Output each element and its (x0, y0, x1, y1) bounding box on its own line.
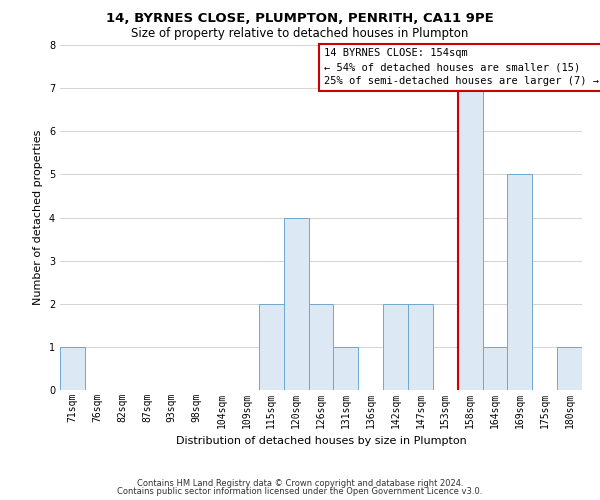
Bar (308, 304, 334, 390)
Text: 14, BYRNES CLOSE, PLUMPTON, PENRITH, CA11 9PE: 14, BYRNES CLOSE, PLUMPTON, PENRITH, CA1… (106, 12, 494, 26)
Bar (508, 174, 532, 390)
Text: Contains public sector information licensed under the Open Government Licence v3: Contains public sector information licen… (118, 487, 482, 496)
Bar (60, 347, 85, 390)
X-axis label: Distribution of detached houses by size in Plumpton: Distribution of detached houses by size … (176, 436, 466, 446)
Y-axis label: Number of detached properties: Number of detached properties (34, 130, 43, 305)
Bar (482, 347, 508, 390)
Bar (259, 304, 284, 390)
Bar (284, 218, 308, 390)
Text: Size of property relative to detached houses in Plumpton: Size of property relative to detached ho… (131, 28, 469, 40)
Text: Contains HM Land Registry data © Crown copyright and database right 2024.: Contains HM Land Registry data © Crown c… (137, 478, 463, 488)
Bar (458, 88, 482, 390)
Bar (334, 347, 358, 390)
Text: 14 BYRNES CLOSE: 154sqm
← 54% of detached houses are smaller (15)
25% of semi-de: 14 BYRNES CLOSE: 154sqm ← 54% of detache… (323, 48, 599, 86)
Bar (557, 347, 582, 390)
Bar (383, 304, 408, 390)
Bar (408, 304, 433, 390)
